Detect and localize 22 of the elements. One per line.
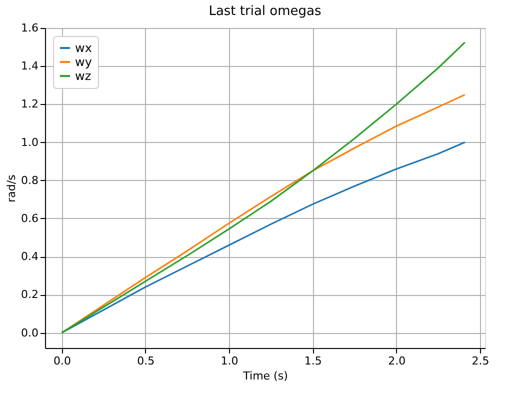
y-tick-label: 1.6 — [21, 22, 38, 34]
legend-label: wy — [75, 55, 92, 69]
x-tick-label: 1.5 — [304, 354, 322, 368]
x-axis-title: Time (s) — [242, 370, 288, 382]
x-tick-label: 2.5 — [472, 354, 490, 368]
y-tick-label: 0.6 — [21, 212, 38, 225]
y-tick-label: 1.4 — [21, 60, 38, 73]
y-tick-label: 0.8 — [21, 174, 38, 187]
x-tick-label: 0.0 — [53, 354, 71, 368]
y-tick-label: 0.2 — [21, 288, 38, 302]
line-series — [60, 41, 466, 334]
y-tick-label: 1.2 — [21, 98, 38, 111]
x-tick-label: 1.0 — [220, 354, 238, 368]
chart-title: Last trial omegas — [208, 4, 322, 19]
y-axis-title: rad/s — [5, 174, 18, 202]
legend-label: wz — [75, 69, 92, 83]
y-tick-label: 0.0 — [21, 326, 38, 340]
y-tick-label: 0.4 — [21, 250, 38, 264]
legend-label: wx — [75, 41, 92, 55]
x-tick-label: 0.5 — [137, 354, 155, 368]
x-tick-label: 2.0 — [388, 354, 406, 368]
y-tick-label: 1.0 — [21, 136, 38, 149]
